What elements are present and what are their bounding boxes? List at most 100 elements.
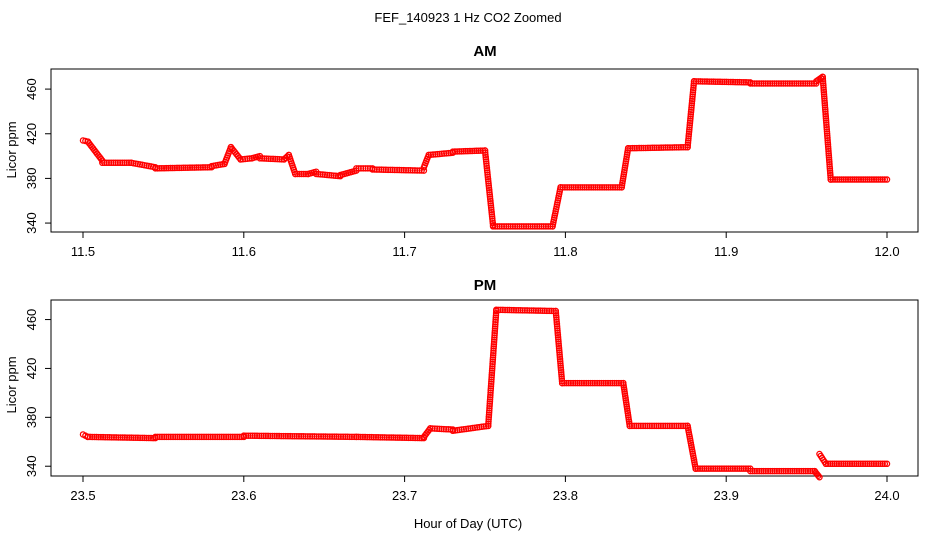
pm-data-point [707,465,715,472]
am-data-point [531,223,539,230]
pm-data-point [200,433,208,441]
am-data-point [197,164,205,171]
am-data-point [505,223,512,230]
am-data-point [879,176,886,183]
pm-data-point [738,465,745,472]
pm-data-point [487,382,495,390]
am-x-tick-label: 12.0 [874,244,899,259]
am-data-point [462,147,469,155]
am-data-point [721,78,728,86]
pm-data-point [359,433,367,441]
pm-data-point [773,467,781,475]
pm-data-point [385,434,393,441]
pm-data-point [532,307,540,314]
am-data-point [747,80,754,87]
pm-data-point [486,407,493,414]
pm-data-point [172,433,179,441]
pm-data-point [99,433,107,441]
pm-data-point [436,425,443,433]
pm-y-tick-label: 460 [24,309,39,331]
pm-data-point [485,413,493,421]
pm-data-point [488,371,496,379]
am-data-point [697,78,704,85]
am-data-point [585,184,593,191]
am-data-point [263,155,270,162]
pm-data-point [97,433,105,441]
am-data-point [538,223,545,230]
pm-data-point [633,422,640,430]
pm-data-point [174,433,181,441]
am-data-point [559,184,567,191]
am-data-point [298,170,305,178]
am-data-point [503,223,510,230]
am-series-points [79,73,891,230]
pm-data-point [648,422,656,430]
am-data-point [825,145,832,153]
pm-data-point [491,332,498,339]
pm-data-point [403,434,410,442]
pm-data-point [125,434,133,441]
pm-data-point [491,334,498,341]
am-data-point [413,167,421,174]
pm-data-point [587,379,594,387]
am-data-point [708,78,715,85]
am-data-point [677,144,685,151]
am-data-point [675,144,683,151]
pm-data-point [244,432,252,439]
am-data-point [820,82,827,89]
pm-data-point [438,425,445,433]
am-data-point [184,164,192,171]
pm-data-point [440,425,448,433]
am-data-point [152,165,159,172]
pm-data-point [282,432,289,440]
pm-data-point [240,432,248,439]
pm-data-point [576,379,583,387]
am-data-point [813,80,820,87]
am-data-point [729,78,737,86]
pm-data-point [782,467,790,475]
pm-data-point [308,433,316,440]
pm-data-point [593,379,601,387]
am-data-point [464,147,472,155]
pm-data-point [262,432,270,440]
pm-data-point [596,379,603,387]
pm-data-point [492,321,499,328]
am-data-point [269,155,277,163]
pm-data-point [485,411,493,419]
pm-data-point [864,460,871,468]
am-x-tick-label: 11.6 [232,244,256,259]
am-data-point [382,166,390,174]
am-data-point [315,170,322,178]
pm-y-axis-label: Licor ppm [4,356,19,413]
pm-data-point [487,380,495,388]
am-data-point [256,155,264,162]
pm-data-point [487,391,494,399]
pm-x-tick-label: 23.7 [392,488,417,503]
pm-data-point [795,467,803,475]
am-data-point [762,80,769,87]
am-y-axis-label: Licor ppm [4,121,19,178]
pm-data-point [160,433,168,441]
pm-data-point [84,433,92,441]
pm-data-point [872,460,880,468]
pm-data-point [842,460,849,468]
am-data-point [507,223,514,230]
am-y-tick-label: 420 [24,123,39,145]
pm-data-point [653,422,660,430]
am-data-point [239,155,247,163]
am-data-point [407,167,414,174]
pm-data-point [383,434,391,441]
am-data-point [105,159,113,167]
am-data-point [646,144,654,152]
am-data-point [511,223,519,230]
pm-data-point [572,379,579,387]
am-data-point [840,176,847,183]
am-data-point [561,184,569,191]
pm-data-point [758,467,765,475]
am-data-point [389,166,396,174]
pm-data-point [637,422,645,430]
am-data-point [862,176,869,183]
pm-data-point [286,432,294,440]
pm-data-point [626,422,633,430]
